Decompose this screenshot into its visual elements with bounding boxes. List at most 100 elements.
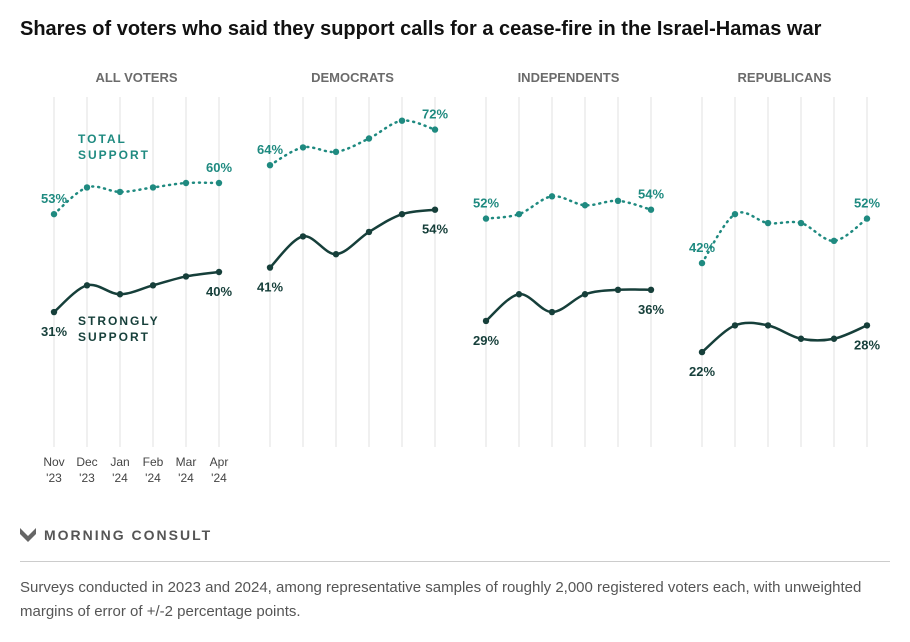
legend-total-support-line2: SUPPORT xyxy=(78,148,150,162)
total-support-point xyxy=(581,202,589,209)
x-tick-year: '24 xyxy=(211,471,227,485)
strong-support-point xyxy=(266,264,274,271)
total-support-point xyxy=(614,197,622,204)
strong-support-point xyxy=(614,286,622,293)
strong-support-point xyxy=(863,322,871,329)
total-support-point xyxy=(332,148,340,156)
total-support-point xyxy=(698,259,706,267)
x-tick-month: Mar xyxy=(176,455,197,469)
strong-support-point xyxy=(149,282,157,289)
strong-support-point xyxy=(332,251,340,258)
strong-label-first: 22% xyxy=(689,364,715,379)
strong-support-line xyxy=(52,270,221,314)
strong-support-line xyxy=(268,208,437,269)
brand-logo: MORNING CONSULT xyxy=(20,527,212,543)
x-tick-year: '23 xyxy=(79,471,95,485)
total-label-first: 52% xyxy=(473,196,499,211)
strong-support-point xyxy=(515,291,523,298)
total-support-point xyxy=(83,184,91,191)
strong-support-point xyxy=(365,228,373,236)
x-tick-year: '23 xyxy=(46,471,62,485)
strong-support-point xyxy=(50,308,58,316)
strong-support-point xyxy=(647,286,655,293)
strong-support-point xyxy=(431,206,439,213)
strong-label-first: 41% xyxy=(257,280,283,295)
legend-total-support-line1: TOTAL xyxy=(78,132,127,146)
morning-consult-logo-icon xyxy=(20,528,36,542)
x-tick-month: Nov xyxy=(43,455,64,469)
strong-support-point xyxy=(581,291,589,298)
total-support-point xyxy=(515,210,523,218)
panel-title: ALL VOTERS xyxy=(95,70,177,85)
total-support-point xyxy=(182,179,190,187)
total-label-last: 54% xyxy=(638,187,664,202)
strong-label-last: 54% xyxy=(422,222,448,237)
divider xyxy=(20,561,890,562)
strong-support-point xyxy=(182,273,190,280)
strong-support-line xyxy=(700,321,869,354)
x-tick-month: Feb xyxy=(143,455,164,469)
total-support-point xyxy=(50,210,58,218)
total-support-point xyxy=(863,215,871,222)
panel-title: INDEPENDENTS xyxy=(518,70,620,85)
x-tick-year: '24 xyxy=(178,471,194,485)
total-support-point xyxy=(764,219,772,227)
chart-title: Shares of voters who said they support c… xyxy=(20,18,822,40)
total-support-line xyxy=(700,211,869,265)
total-support-point xyxy=(299,144,307,151)
strong-support-point xyxy=(482,317,490,325)
x-tick-month: Dec xyxy=(76,455,97,469)
total-label-first: 64% xyxy=(257,142,283,157)
total-support-point xyxy=(365,135,373,142)
strong-support-point xyxy=(398,210,406,218)
legend-strongly-support-line2: SUPPORT xyxy=(78,330,150,344)
total-label-first: 53% xyxy=(41,191,67,206)
panel-title: REPUBLICANS xyxy=(738,70,832,85)
total-support-point xyxy=(830,237,838,245)
total-label-last: 72% xyxy=(422,107,448,122)
chart-plot-area: ALL VOTERS 53% 60% 31% 40% Nov '23 Dec '23 Jan '24… xyxy=(41,70,880,485)
strong-support-point xyxy=(830,335,838,342)
total-support-point xyxy=(797,219,805,227)
total-support-point xyxy=(431,126,439,133)
total-support-point xyxy=(647,206,655,213)
total-support-line xyxy=(268,119,437,167)
total-support-point xyxy=(266,162,274,169)
strong-label-first: 31% xyxy=(41,324,67,339)
total-label-last: 52% xyxy=(854,196,880,211)
strong-support-point xyxy=(116,291,124,298)
strong-label-last: 36% xyxy=(638,302,664,317)
total-support-point xyxy=(149,184,157,191)
x-tick-year: '24 xyxy=(145,471,161,485)
strong-support-point xyxy=(215,268,223,276)
methodology-note: Surveys conducted in 2023 and 2024, amon… xyxy=(20,579,862,620)
total-label-last: 60% xyxy=(206,160,232,175)
strong-support-point xyxy=(548,308,556,316)
total-support-point xyxy=(482,215,490,222)
strong-support-point xyxy=(797,335,805,342)
total-support-point xyxy=(731,210,739,218)
x-tick-month: Apr xyxy=(210,455,229,469)
strong-support-point xyxy=(731,322,739,329)
total-support-point xyxy=(398,117,406,124)
legend-strongly-support-line1: STRONGLY xyxy=(78,314,160,328)
panel-title: DEMOCRATS xyxy=(311,70,394,85)
total-label-first: 42% xyxy=(689,240,715,255)
strong-support-point xyxy=(764,322,772,329)
total-support-line xyxy=(484,195,653,220)
strong-label-first: 29% xyxy=(473,333,499,348)
x-tick-year: '24 xyxy=(112,471,128,485)
strong-support-point xyxy=(83,282,91,289)
total-support-point xyxy=(116,188,124,196)
strong-support-point xyxy=(299,233,307,240)
strong-label-last: 28% xyxy=(854,337,880,352)
total-support-line xyxy=(52,181,221,216)
strong-support-point xyxy=(698,348,706,356)
total-support-point xyxy=(548,193,556,200)
x-tick-month: Jan xyxy=(110,455,129,469)
total-support-point xyxy=(215,179,223,187)
strong-support-line xyxy=(484,288,653,323)
strong-label-last: 40% xyxy=(206,284,232,299)
brand-name: MORNING CONSULT xyxy=(44,527,213,543)
